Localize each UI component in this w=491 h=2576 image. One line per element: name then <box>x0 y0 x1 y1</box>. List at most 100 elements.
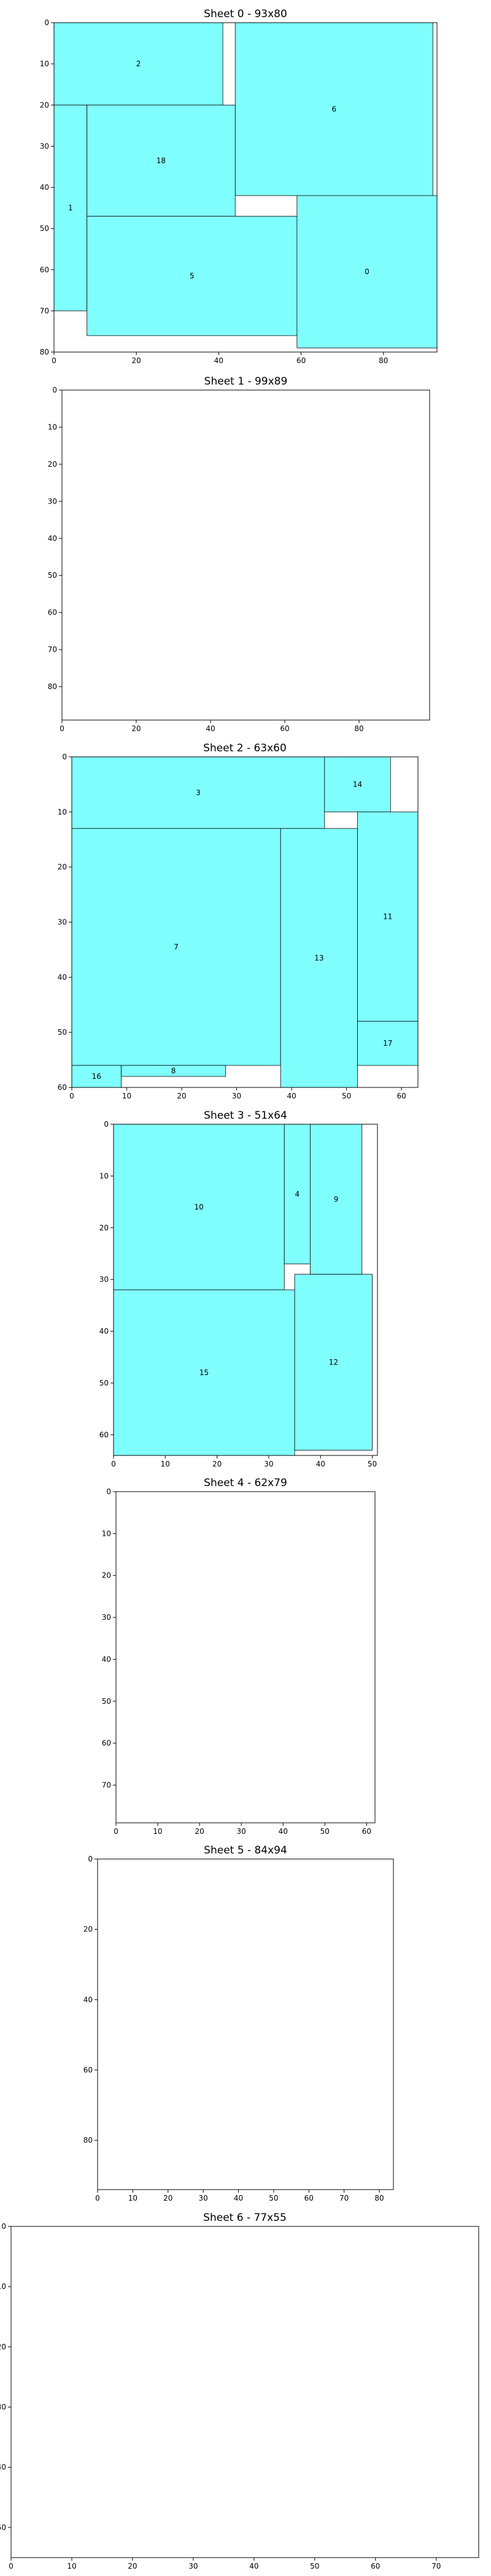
sheet-3-ytick-label: 10 <box>99 1171 109 1180</box>
sheet-1-xtick-label: 60 <box>280 724 289 733</box>
piece-rect-10 <box>113 1124 285 1290</box>
sheet-2-ytick-label: 10 <box>58 808 67 816</box>
piece-label-2: 2 <box>136 59 141 68</box>
piece-label-11: 11 <box>383 913 392 921</box>
sheet-5-xtick-label: 0 <box>95 2194 100 2202</box>
sheet-2-ytick-label: 30 <box>58 918 67 927</box>
sheet-4-ytick-label: 10 <box>102 1529 111 1538</box>
sheet-4-ytick-label: 70 <box>102 1781 111 1789</box>
sheet-5-xtick-label: 50 <box>269 2194 278 2202</box>
sheet-2-ytick-label: 50 <box>58 1028 67 1037</box>
piece-label-5: 5 <box>190 272 195 280</box>
piece-label-0: 0 <box>365 267 369 276</box>
piece-rect-9 <box>309 1124 363 1275</box>
sheet-5-xtick-label: 20 <box>163 2194 172 2202</box>
sheet-1-frame <box>61 389 430 721</box>
sheet-3-xtick-label: 50 <box>368 1460 377 1468</box>
sheet-0-ytick-label: 50 <box>40 224 49 233</box>
piece-label-14: 14 <box>353 780 362 789</box>
sheet-2-xtick-label: 60 <box>397 1092 406 1100</box>
sheet-4-plot: Sheet 4 - 62x79 0 10 20 30 40 50 60 0 10 20 30 40 50 6… <box>102 1477 376 1836</box>
sheet-2-xtick-label: 30 <box>232 1092 241 1100</box>
piece-rect-3 <box>71 756 325 829</box>
sheet-3-ytick-label: 30 <box>99 1275 109 1284</box>
sheet-6-frame <box>10 2226 479 2558</box>
sheet-1-ytick-label: 30 <box>48 497 57 505</box>
sheet-1-xtick-label: 0 <box>60 724 64 733</box>
piece-rect-5 <box>87 216 298 336</box>
sheet-2-title: Sheet 2 - 63x60 <box>203 742 287 754</box>
sheet-6-xtick-label: 70 <box>431 2562 441 2570</box>
piece-label-15: 15 <box>199 1368 209 1377</box>
sheet-5-xtick-label: 10 <box>128 2194 137 2202</box>
sheet-4-ytick-label: 50 <box>102 1697 111 1706</box>
sheet-0-ytick-label: 40 <box>40 183 49 192</box>
sheet-1-ytick-label: 40 <box>48 534 57 543</box>
sheet-0-ytick-label: 80 <box>40 348 49 356</box>
sheet-1-xtick-label: 80 <box>354 724 363 733</box>
sheet-0-ytick-label: 70 <box>40 307 49 315</box>
sheet-4-ytick-label: 40 <box>102 1655 111 1663</box>
sheet-1-ytick-label: 80 <box>48 683 57 691</box>
sheet-6-xtick-label: 40 <box>249 2562 258 2570</box>
sheet-6-xtick-label: 20 <box>128 2562 137 2570</box>
sheet-1-title: Sheet 1 - 99x89 <box>204 375 288 388</box>
sheet-3-xtick-label: 40 <box>316 1460 325 1468</box>
sheet-2-ytick-label: 40 <box>58 973 67 981</box>
sheet-4-xtick-label: 20 <box>195 1827 204 1836</box>
sheet-3-ytick-label: 60 <box>99 1430 109 1439</box>
piece-label-1: 1 <box>68 204 73 212</box>
sheet-4-xtick-label: 40 <box>279 1827 288 1836</box>
sheet-6-xtick-label: 0 <box>9 2562 14 2570</box>
sheet-4-title: Sheet 4 - 62x79 <box>204 1477 287 1489</box>
piece-rect-13 <box>280 828 358 1088</box>
sheet-6-plot: Sheet 6 - 77x55 0 10 20 30 40 50 60 70 0 10 20 30 40 5… <box>0 2212 479 2570</box>
sheet-5-plot: Sheet 5 - 84x94 0 10 20 30 40 50 60 70 80 0 20 40 60 8… <box>83 1844 394 2202</box>
piece-rect-1 <box>53 104 88 312</box>
sheet-0-xtick-label: 0 <box>52 356 56 365</box>
sheet-1-xtick-label: 20 <box>131 724 141 733</box>
piece-rect-18 <box>87 104 236 217</box>
sheet-2-ytick-label: 60 <box>58 1083 67 1092</box>
piece-rect-4 <box>284 1124 311 1265</box>
piece-label-4: 4 <box>295 1190 300 1198</box>
sheet-4-xtick-label: 30 <box>237 1827 246 1836</box>
sheet-5-xtick-label: 30 <box>199 2194 208 2202</box>
piece-label-10: 10 <box>194 1203 203 1211</box>
sheet-4-xtick-label: 10 <box>153 1827 162 1836</box>
piece-label-7: 7 <box>174 943 179 951</box>
sheet-6-ytick-label: 50 <box>0 2523 6 2532</box>
sheet-0-xtick-label: 60 <box>296 356 306 365</box>
sheet-0-ytick-label: 20 <box>40 101 49 109</box>
sheet-5-title: Sheet 5 - 84x94 <box>204 1844 287 1857</box>
sheet-5-border <box>97 1858 394 2190</box>
sheet-6-title: Sheet 6 - 77x55 <box>203 2212 287 2224</box>
sheet-5-xtick-label: 80 <box>374 2194 384 2202</box>
sheet-3-title: Sheet 3 - 51x64 <box>204 1110 287 1122</box>
piece-label-3: 3 <box>196 788 201 797</box>
sheet-4-border <box>115 1491 376 1823</box>
sheet-3-xtick-label: 0 <box>111 1460 116 1468</box>
sheet-0-ytick-label: 0 <box>44 18 49 27</box>
sheet-1-ytick-label: 20 <box>48 460 57 469</box>
sheet-1-ytick-label: 0 <box>52 386 57 394</box>
piece-rect-11 <box>357 811 419 1022</box>
sheet-0-ytick-label: 30 <box>40 142 49 150</box>
piece-label-16: 16 <box>92 1072 101 1081</box>
sheet-2-xtick-label: 40 <box>287 1092 296 1100</box>
sheet-3-xtick-label: 30 <box>264 1460 273 1468</box>
sheet-4-ytick-label: 60 <box>102 1739 111 1747</box>
sheet-2-xtick-label: 0 <box>69 1092 74 1100</box>
sheet-6-xtick-label: 60 <box>371 2562 380 2570</box>
piece-label-12: 12 <box>329 1358 338 1367</box>
sheet-2-xtick-label: 20 <box>177 1092 186 1100</box>
piece-rect-0 <box>296 195 438 348</box>
piece-rect-17 <box>357 1021 419 1066</box>
sheet-3-border <box>113 1124 378 1456</box>
sheet-6-xtick-label: 10 <box>67 2562 76 2570</box>
piece-label-8: 8 <box>171 1067 176 1075</box>
sheet-4-ytick-label: 30 <box>102 1613 111 1622</box>
piece-rect-12 <box>294 1274 373 1451</box>
